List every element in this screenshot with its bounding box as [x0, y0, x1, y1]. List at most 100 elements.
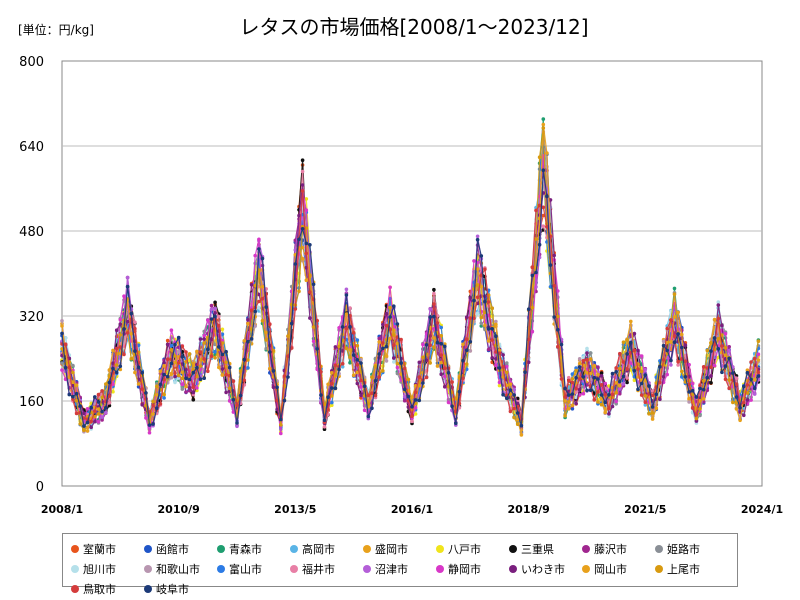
data-point — [198, 377, 203, 382]
data-point — [144, 391, 148, 395]
data-point — [238, 369, 243, 373]
data-point — [151, 412, 155, 416]
data-point — [639, 381, 644, 386]
data-point — [173, 380, 177, 385]
data-point — [370, 406, 374, 411]
data-point — [249, 337, 254, 341]
data-point — [621, 340, 626, 345]
data-point — [720, 344, 724, 348]
data-point — [184, 384, 188, 389]
data-point — [384, 359, 389, 363]
data-point — [191, 398, 196, 402]
data-point — [227, 365, 232, 370]
data-point — [599, 374, 604, 378]
data-point — [202, 376, 206, 381]
data-point — [198, 364, 203, 368]
data-point — [701, 387, 706, 392]
data-point — [505, 396, 509, 401]
y-tick-label: 480 — [19, 225, 44, 240]
data-point — [701, 379, 706, 383]
unit-label: [単位：円/kg] — [18, 22, 94, 37]
data-point — [541, 205, 546, 210]
data-point — [665, 372, 669, 377]
data-point — [523, 370, 527, 375]
data-point — [392, 360, 396, 364]
data-point — [439, 334, 444, 338]
data-point — [206, 318, 210, 323]
data-point — [289, 346, 294, 350]
data-point — [694, 416, 699, 421]
data-point — [742, 400, 746, 405]
data-point — [428, 315, 433, 319]
data-point — [315, 318, 320, 323]
data-point — [428, 307, 433, 311]
data-point — [749, 398, 753, 402]
legend-label: 旭川市 — [83, 563, 116, 576]
data-point — [162, 361, 166, 365]
data-point — [279, 431, 283, 436]
data-point — [330, 394, 334, 398]
data-point — [260, 284, 265, 289]
data-point — [355, 338, 360, 342]
data-point — [410, 414, 414, 419]
data-point — [271, 369, 276, 373]
data-point — [585, 351, 589, 355]
data-point — [355, 343, 360, 348]
legend-item: 富山市 — [217, 559, 290, 579]
data-point — [373, 364, 378, 369]
data-point — [315, 347, 320, 351]
data-point — [333, 386, 338, 391]
legend-label: 函館市 — [156, 543, 189, 556]
data-point — [264, 346, 269, 351]
data-point — [224, 390, 228, 395]
legend-marker — [71, 565, 79, 573]
data-point — [443, 344, 447, 349]
data-point — [479, 284, 484, 289]
data-point — [82, 411, 86, 416]
data-point — [625, 352, 629, 356]
data-point — [246, 339, 250, 344]
data-point — [384, 311, 389, 316]
data-point — [421, 381, 425, 385]
data-point — [392, 343, 396, 348]
data-point — [78, 422, 82, 426]
data-point — [537, 242, 542, 247]
data-point — [293, 248, 298, 252]
data-point — [738, 406, 742, 410]
data-point — [399, 337, 403, 342]
data-point — [483, 323, 487, 328]
data-point — [85, 429, 90, 433]
legend-item: 藤沢市 — [582, 539, 655, 559]
data-point — [731, 400, 735, 405]
data-point — [515, 422, 520, 427]
data-point — [359, 385, 363, 389]
data-point — [556, 327, 560, 332]
data-point — [475, 311, 480, 316]
data-point — [162, 364, 166, 368]
legend-label: 岐阜市 — [156, 583, 189, 596]
data-point — [133, 320, 137, 325]
data-point — [355, 381, 360, 386]
data-point — [195, 386, 199, 390]
data-point — [155, 393, 159, 397]
legend-item: 青森市 — [217, 539, 290, 559]
data-point — [494, 322, 498, 327]
data-point — [475, 267, 480, 271]
data-point — [125, 331, 130, 335]
data-point — [716, 337, 721, 341]
data-point — [672, 340, 677, 345]
data-point — [206, 369, 210, 374]
data-point — [475, 295, 480, 300]
data-point — [129, 356, 134, 361]
data-point — [384, 344, 389, 349]
data-point — [107, 368, 112, 372]
data-point — [155, 384, 159, 389]
data-point — [698, 386, 702, 391]
data-point — [468, 316, 473, 320]
y-tick-label: 160 — [19, 395, 44, 410]
data-point — [74, 391, 79, 396]
data-point — [63, 366, 68, 370]
data-point — [654, 392, 659, 397]
data-point — [93, 409, 97, 414]
